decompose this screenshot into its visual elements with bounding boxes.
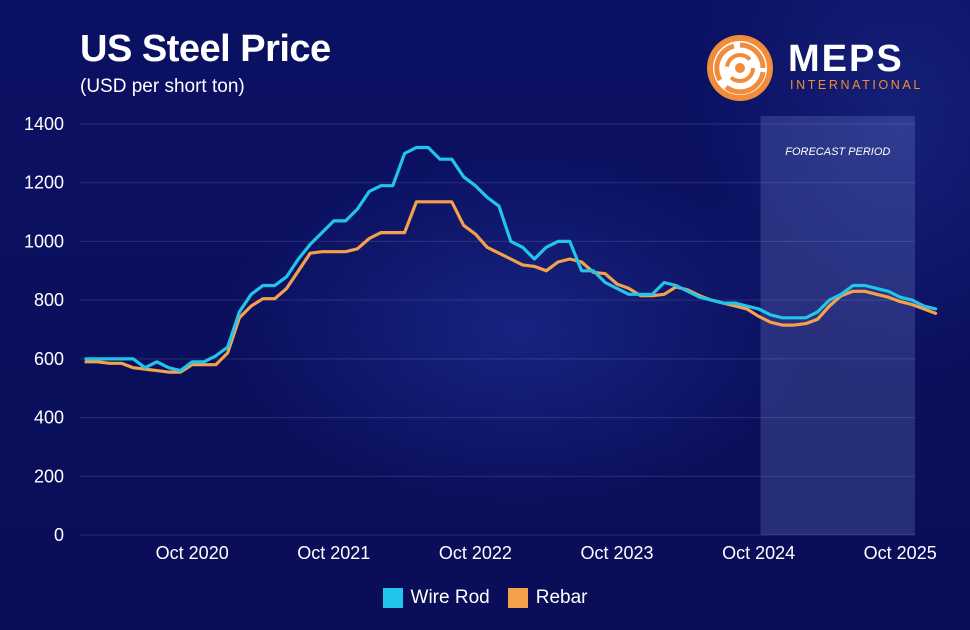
y-tick-label: 200 xyxy=(34,466,64,486)
legend-label-rebar: Rebar xyxy=(535,587,588,608)
legend-swatch-wire-rod xyxy=(382,588,403,608)
x-tick-label: Oct 2020 xyxy=(156,543,229,563)
logo-name: MEPS xyxy=(788,38,904,80)
y-tick-label: 1400 xyxy=(24,114,64,134)
x-tick-label: Oct 2021 xyxy=(297,543,370,563)
legend-swatch-rebar xyxy=(507,588,528,608)
y-tick-label: 400 xyxy=(34,408,64,428)
y-tick-label: 600 xyxy=(34,349,64,369)
y-tick-label: 0 xyxy=(54,525,64,545)
meps-logo: MEPS INTERNATIONAL xyxy=(704,32,934,104)
legend-item-wire-rod: Wire Rod xyxy=(382,587,490,609)
meps-target-icon xyxy=(707,35,773,101)
x-tick-label: Oct 2023 xyxy=(580,543,653,563)
series-line-rebar xyxy=(84,200,938,374)
x-tick-label: Oct 2025 xyxy=(864,543,937,563)
legend-label-wire-rod: Wire Rod xyxy=(410,587,490,608)
legend-item-rebar: Rebar xyxy=(507,587,588,609)
forecast-label: FORECAST PERIOD xyxy=(785,146,890,158)
y-tick-label: 800 xyxy=(34,290,64,310)
chart-subtitle: (USD per short ton) xyxy=(80,76,245,97)
legend: Wire Rod Rebar xyxy=(0,585,970,611)
series-line-wire-rod xyxy=(84,145,938,373)
y-tick-label: 1200 xyxy=(24,173,64,193)
x-tick-label: Oct 2022 xyxy=(439,543,512,563)
x-tick-label: Oct 2024 xyxy=(722,543,795,563)
chart-title: US Steel Price xyxy=(80,28,331,70)
logo-subtitle: INTERNATIONAL xyxy=(790,78,923,92)
y-tick-label: 1000 xyxy=(24,231,64,251)
